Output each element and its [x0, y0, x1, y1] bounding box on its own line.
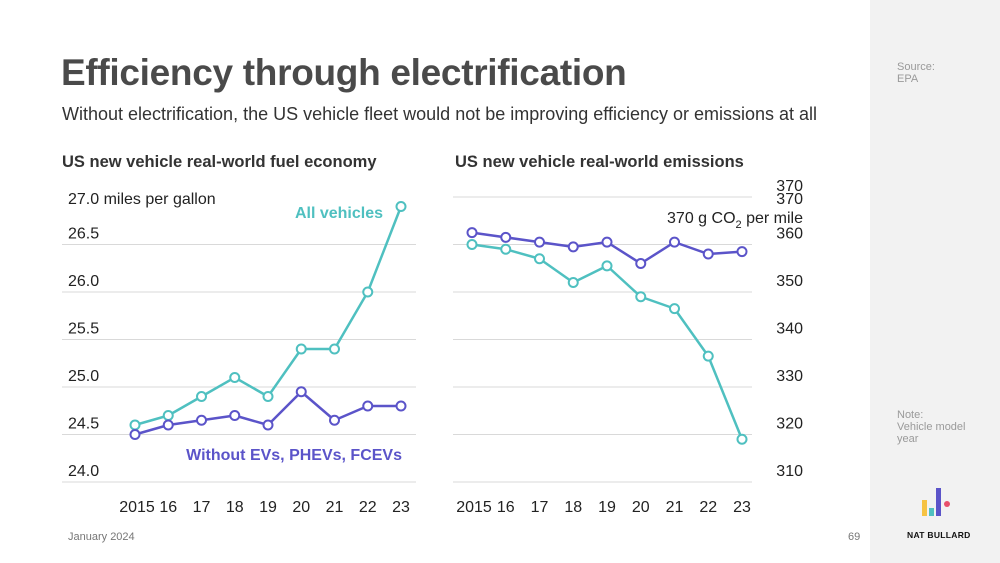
data-point [702, 350, 714, 362]
brand-logo-icon [922, 488, 950, 516]
y-tick-label: 26.5 [68, 226, 99, 243]
x-tick-label: 19 [259, 499, 277, 516]
data-point [500, 231, 512, 243]
series-label-all-vehicles: All vehicles [295, 205, 383, 222]
y-tick-label: 370 [776, 191, 803, 208]
data-point [500, 243, 512, 255]
x-tick-label: 20 [632, 499, 650, 516]
x-tick-label: 22 [359, 499, 377, 516]
data-point [702, 248, 714, 260]
data-point [635, 291, 647, 303]
data-point [162, 419, 174, 431]
data-point [329, 343, 340, 355]
source-value: EPA [897, 73, 919, 85]
x-tick-label: 17 [531, 499, 549, 516]
chart-right-title: US new vehicle real-world emissions [455, 153, 744, 171]
data-point [395, 400, 407, 412]
sidebar-panel [870, 0, 1000, 563]
source-label: Source: [897, 61, 935, 73]
data-point [534, 253, 545, 265]
page-number: 69 [848, 531, 861, 543]
y-tick-label: 370 [776, 178, 803, 195]
chart-left-title: US new vehicle real-world fuel economy [62, 153, 377, 171]
x-tick-label: 16 [497, 499, 515, 516]
data-point [196, 414, 207, 426]
data-point [736, 433, 748, 445]
data-point [262, 391, 274, 402]
y-unit-label: 27.0 miles per gallon [68, 191, 216, 208]
note-value: Vehicle model year [897, 421, 966, 445]
x-tick-label: 23 [392, 499, 410, 516]
data-point [669, 236, 680, 248]
data-point [196, 391, 207, 402]
data-point [295, 343, 307, 355]
y-tick-label: 360 [776, 226, 803, 243]
y-tick-label: 24.5 [68, 416, 99, 433]
x-tick-label: 22 [699, 499, 717, 516]
y-tick-label: 350 [776, 273, 803, 290]
x-tick-label: 2015 [119, 499, 155, 516]
y-unit-label: 370 g CO2 per mile [667, 210, 803, 231]
data-point [466, 239, 478, 250]
x-tick-label: 19 [598, 499, 616, 516]
data-point [229, 410, 241, 421]
x-tick-label: 23 [733, 499, 751, 516]
y-tick-label: 320 [776, 416, 803, 433]
y-tick-label: 26.0 [68, 273, 99, 290]
data-point [229, 372, 241, 383]
x-tick-label: 18 [564, 499, 582, 516]
x-tick-label: 21 [326, 499, 344, 516]
page-title: Efficiency through electrification [61, 52, 627, 93]
y-tick-label: 25.0 [68, 368, 99, 385]
data-point [736, 246, 748, 258]
footer-date: January 2024 [68, 531, 135, 543]
series-line [471, 243, 744, 440]
series-label-without-evs: Without EVs, PHEVs, FCEVs [186, 447, 402, 464]
page-subtitle: Without electrification, the US vehicle … [62, 104, 818, 124]
data-point [262, 419, 274, 431]
data-point [466, 227, 478, 239]
x-tick-label: 18 [226, 499, 244, 516]
data-point [534, 236, 545, 248]
y-tick-label: 340 [776, 321, 803, 338]
y-tick-label: 25.5 [68, 321, 99, 338]
x-tick-label: 2015 [456, 499, 492, 516]
data-point [635, 258, 647, 269]
data-point [329, 414, 340, 426]
x-tick-label: 17 [193, 499, 211, 516]
data-point [362, 400, 374, 412]
data-point [567, 277, 579, 288]
data-point [601, 260, 613, 272]
y-tick-label: 310 [776, 463, 803, 480]
x-tick-label: 21 [666, 499, 684, 516]
note-label: Note: [897, 409, 924, 421]
data-point [129, 429, 141, 440]
data-point [295, 386, 307, 398]
x-tick-label: 16 [159, 499, 177, 516]
data-point [395, 201, 407, 212]
data-point [601, 236, 613, 248]
data-point [362, 286, 374, 298]
brand-name: NAT BULLARD [907, 530, 971, 540]
y-tick-label: 24.0 [68, 463, 99, 480]
x-tick-label: 20 [292, 499, 310, 516]
y-tick-label: 330 [776, 368, 803, 385]
data-point [669, 303, 680, 315]
data-point [567, 241, 579, 253]
